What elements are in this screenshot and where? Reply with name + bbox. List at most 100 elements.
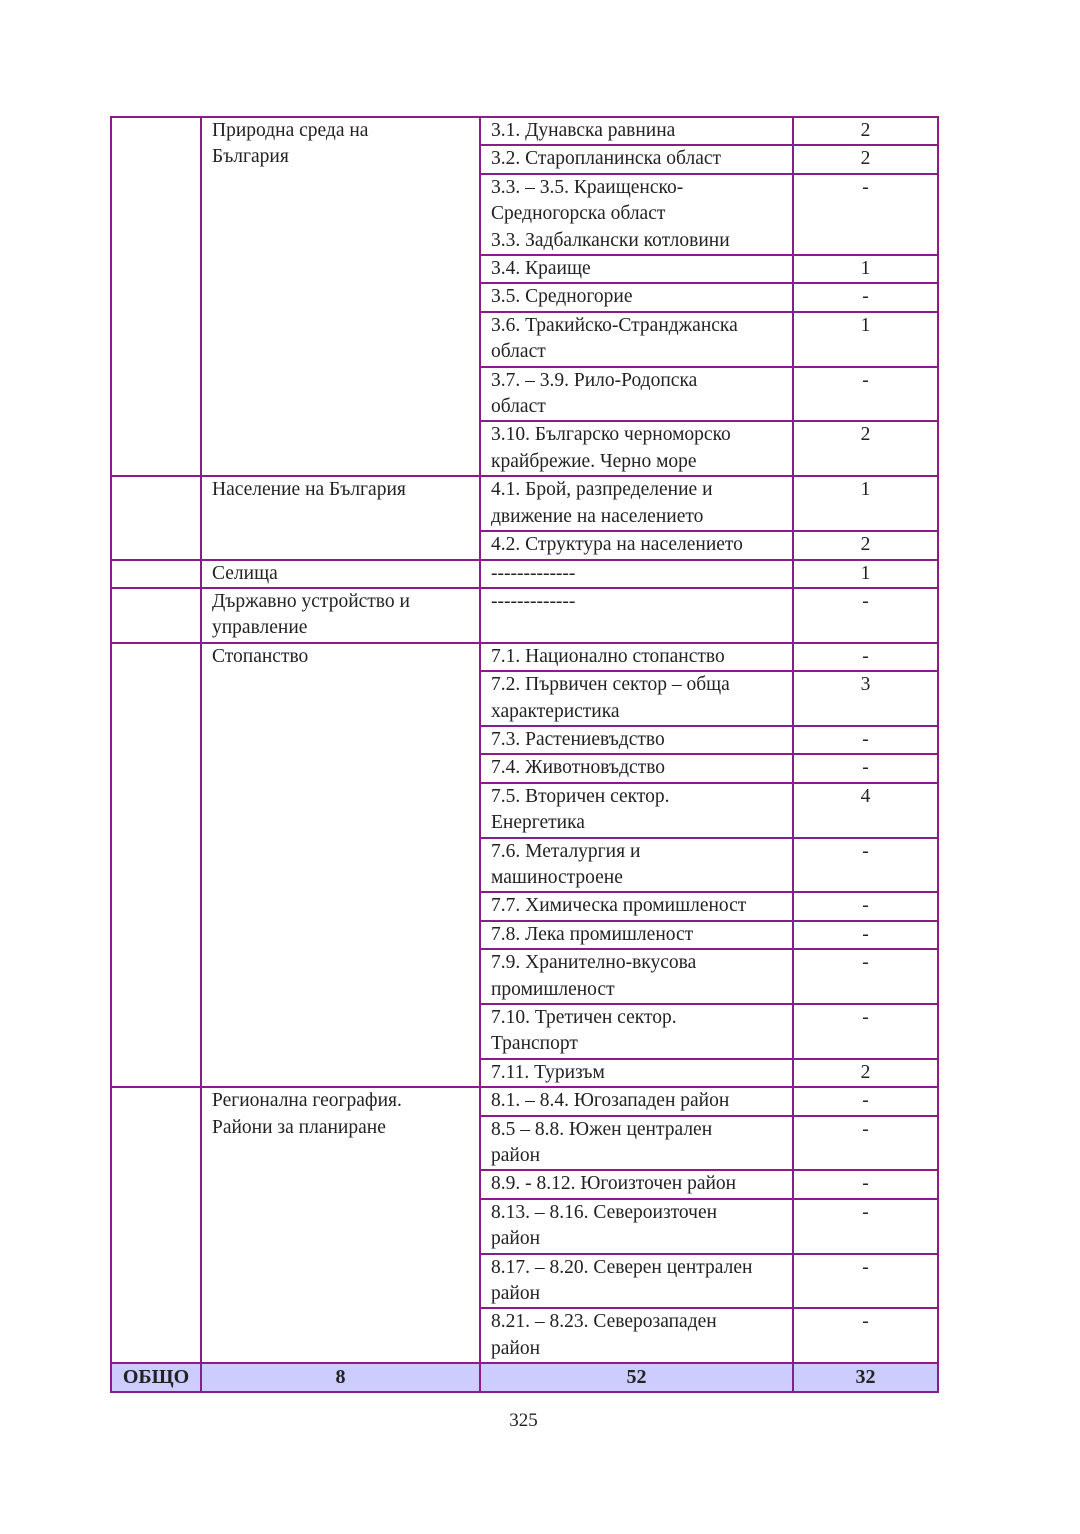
- empty-cell: [110, 475, 202, 561]
- count-cell: -: [792, 1114, 939, 1172]
- subtopic-cell: 8.9. - 8.12. Югоизточен район: [479, 1169, 794, 1200]
- table-row: 8.13. – 8.16. Североизточен район -: [111, 1197, 939, 1255]
- subtopic-cell: 3.5. Средногорие: [479, 282, 794, 313]
- subtopic-cell: 4.2. Структура на населението: [479, 530, 794, 561]
- topic-cell: Природна среда на България: [200, 115, 481, 478]
- topic-cell: Стопанство: [200, 641, 481, 1089]
- subtopic-cell: 3.7. – 3.9. Рило-Родопска област: [479, 365, 794, 423]
- count-cell: -: [792, 1197, 939, 1255]
- table-row: 7.10. Третичен сектор. Транспорт -: [111, 1003, 939, 1060]
- subtopic-cell: 7.10. Третичен сектор. Транспорт: [479, 1003, 794, 1060]
- topic-cell: Селища: [200, 558, 481, 589]
- table-row: 8.21. – 8.23. Северозападен район -: [111, 1307, 939, 1365]
- count-cell: -: [792, 1252, 939, 1310]
- count-cell: 3: [792, 670, 939, 727]
- table-row: 3.10. Българско черноморско крайбрежие. …: [111, 420, 939, 478]
- count-cell: 2: [792, 144, 939, 175]
- subtopic-cell: 7.2. Първичен сектор – обща характеристи…: [479, 670, 794, 727]
- table-row: 7.6. Металургия и машиностроене -: [111, 836, 939, 894]
- table-row: 7.11. Туризъм 2: [111, 1057, 939, 1089]
- table-row: 3.6. Тракийско-Странджанска област 1: [111, 310, 939, 368]
- table-row: 7.7. Химическа промишленост -: [111, 891, 939, 922]
- total-row: ОБЩО 8 52 32: [110, 1362, 939, 1393]
- subtopic-cell: 8.17. – 8.20. Северен централен район: [479, 1252, 794, 1310]
- subtopic-cell: 3.2. Старопланинска област: [479, 144, 794, 175]
- empty-cell: [110, 115, 202, 478]
- table-row: 8.5 – 8.8. Южен централен район -: [111, 1114, 939, 1172]
- topic-cell: Население на България: [200, 475, 481, 561]
- table-row: Държавно устройство и управление --------…: [110, 586, 939, 644]
- subtopic-cell: 3.3. – 3.5. Краищенско- Средногорска обл…: [479, 172, 794, 257]
- count-cell: -: [792, 1003, 939, 1060]
- empty-cell: [110, 586, 202, 644]
- subtopic-cell: 7.6. Металургия и машиностроене: [479, 836, 794, 894]
- subtopic-cell: 8.1. – 8.4. Югозападен район: [479, 1086, 794, 1117]
- subtopic-cell: 8.21. – 8.23. Северозападен район: [479, 1307, 794, 1365]
- subtopic-cell: 7.7. Химическа промишленост: [479, 891, 794, 922]
- subtopic-cell: 3.10. Българско черноморско крайбрежие. …: [479, 420, 794, 478]
- table-row: Природна среда на България 3.1. Дунавска …: [110, 115, 939, 478]
- table-row: 3.3. – 3.5. Краищенско- Средногорска обл…: [111, 172, 939, 257]
- subtopic-cell: 7.8. Лека промишленост: [479, 919, 794, 951]
- table-row: 3.2. Старопланинска област 2: [111, 144, 939, 175]
- table-row: 8.17. – 8.20. Северен централен район -: [111, 1252, 939, 1310]
- subtopic-cell: -------------: [479, 586, 794, 644]
- subtopic-cell: 4.1. Брой, разпределение и движение на н…: [479, 475, 794, 533]
- table-row: 7.9. Хранително-вкусова промишленост -: [111, 948, 939, 1005]
- table-row: 3.5. Средногорие -: [111, 282, 939, 313]
- table-row: 3.7. – 3.9. Рило-Родопска област -: [111, 365, 939, 423]
- table-row: 8.9. - 8.12. Югоизточен район -: [111, 1169, 939, 1200]
- total-hours: 32: [792, 1362, 939, 1393]
- topic-cell: Регионална география. Райони за планиран…: [200, 1086, 481, 1365]
- count-cell: -: [792, 641, 939, 673]
- table-row: Стопанство 7.1. Национално стопанство -: [110, 641, 939, 1089]
- table-row: 3.4. Краище 1: [111, 254, 939, 285]
- count-cell: 1: [792, 310, 939, 368]
- subtopic-cell: 3.1. Дунавска равнина: [479, 115, 794, 147]
- table-row: 7.4. Животновъдство -: [111, 753, 939, 784]
- count-cell: 2: [792, 115, 939, 147]
- subtopic-cell: 7.9. Хранително-вкусова промишленост: [479, 948, 794, 1005]
- count-cell: -: [792, 919, 939, 951]
- subtopic-cell: -------------: [479, 558, 794, 589]
- count-cell: 2: [792, 1057, 939, 1089]
- table-row: 7.8. Лека промишленост -: [111, 919, 939, 951]
- table-row: 7.5. Вторичен сектор. Енергетика 4: [111, 781, 939, 839]
- page-number: 325: [509, 1410, 538, 1431]
- table-row: Население на България 4.1. Брой, разпреде…: [110, 475, 939, 561]
- count-cell: -: [792, 724, 939, 756]
- curriculum-table: Природна среда на България 3.1. Дунавска …: [110, 115, 939, 1393]
- count-cell: -: [792, 172, 939, 257]
- table-row: Регионална география. Райони за планиран…: [110, 1086, 939, 1365]
- count-cell: 1: [792, 475, 939, 533]
- subtopic-cell: 7.1. Национално стопанство: [479, 641, 794, 673]
- subtopic-cell: 7.5. Вторичен сектор. Енергетика: [479, 781, 794, 839]
- empty-cell: [110, 641, 202, 1089]
- count-cell: -: [792, 1086, 939, 1117]
- count-cell: 1: [792, 254, 939, 285]
- count-cell: -: [792, 282, 939, 313]
- count-cell: 4: [792, 781, 939, 839]
- count-cell: -: [792, 753, 939, 784]
- count-cell: -: [792, 365, 939, 423]
- count-cell: 1: [792, 558, 939, 589]
- empty-cell: [110, 1086, 202, 1365]
- count-cell: -: [792, 836, 939, 894]
- subtopic-cell: 7.3. Растениевъдство: [479, 724, 794, 756]
- subtopic-cell: 7.4. Животновъдство: [479, 753, 794, 784]
- table-row: Селища ------------- 1: [110, 558, 939, 589]
- total-lessons: 52: [479, 1362, 794, 1393]
- table-row: 4.2. Структура на населението 2: [111, 530, 939, 561]
- subtopic-cell: 8.5 – 8.8. Южен централен район: [479, 1114, 794, 1172]
- total-label: ОБЩО: [110, 1362, 202, 1393]
- subtopic-cell: 7.11. Туризъм: [479, 1057, 794, 1089]
- count-cell: -: [792, 891, 939, 922]
- count-cell: 2: [792, 530, 939, 561]
- topic-cell: Държавно устройство и управление: [200, 586, 481, 644]
- count-cell: 2: [792, 420, 939, 478]
- subtopic-cell: 3.4. Краище: [479, 254, 794, 285]
- subtopic-cell: 8.13. – 8.16. Североизточен район: [479, 1197, 794, 1255]
- total-topics: 8: [200, 1362, 481, 1393]
- count-cell: -: [792, 586, 939, 644]
- count-cell: -: [792, 1169, 939, 1200]
